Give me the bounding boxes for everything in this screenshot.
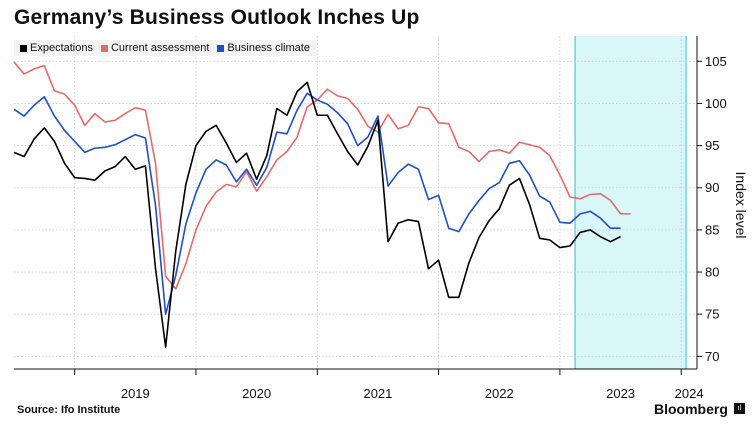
y-tick-label: 80 xyxy=(705,265,719,280)
legend-swatch xyxy=(217,44,225,52)
source-note: Source: Ifo Institute xyxy=(17,404,121,416)
y-tick-label: 70 xyxy=(705,349,719,364)
chart-title: Germany’s Business Outlook Inches Up xyxy=(14,6,420,29)
legend-item-business-climate: Business climate xyxy=(217,42,310,54)
highlight-region xyxy=(575,36,687,369)
series-line-business-climate xyxy=(13,92,621,316)
x-tick-label: 2020 xyxy=(242,386,271,401)
chart-legend: Expectations Current assessment Business… xyxy=(14,40,316,56)
y-tick-label: 85 xyxy=(705,222,719,237)
x-tick-label: 2023 xyxy=(606,386,635,401)
axes: 70 75 80 85 90 95 100 105 2019 2020 2021 2022 2023 20… xyxy=(14,36,727,401)
y-tick-label: 75 xyxy=(705,307,719,322)
y-tick-label: 100 xyxy=(705,96,727,111)
series-line-current-assessment xyxy=(13,61,631,290)
bloomberg-mark-icon: ıl xyxy=(734,403,745,414)
y-tick-label: 95 xyxy=(705,138,719,153)
legend-label: Expectations xyxy=(30,42,93,54)
legend-item-current-assessment: Current assessment xyxy=(100,42,210,54)
x-tick-label: 2024 xyxy=(675,386,704,401)
y-tick-label: 90 xyxy=(705,180,719,195)
legend-label: Current assessment xyxy=(110,42,210,54)
series-line-expectations xyxy=(13,81,621,348)
y-tick-label: 105 xyxy=(705,54,727,69)
legend-swatch xyxy=(100,44,108,52)
x-tick-label: 2022 xyxy=(485,386,514,401)
highlight-region-layer xyxy=(574,36,687,369)
bloomberg-logo: Bloomberg xyxy=(654,401,728,417)
x-tick-label: 2021 xyxy=(363,386,392,401)
x-tick-label: 2019 xyxy=(121,386,150,401)
y-axis-label: Index level xyxy=(733,172,749,239)
legend-item-expectations: Expectations xyxy=(20,42,93,54)
legend-label: Business climate xyxy=(227,42,310,54)
series-lines xyxy=(13,61,631,348)
legend-swatch xyxy=(20,44,27,52)
gridlines xyxy=(14,36,697,369)
